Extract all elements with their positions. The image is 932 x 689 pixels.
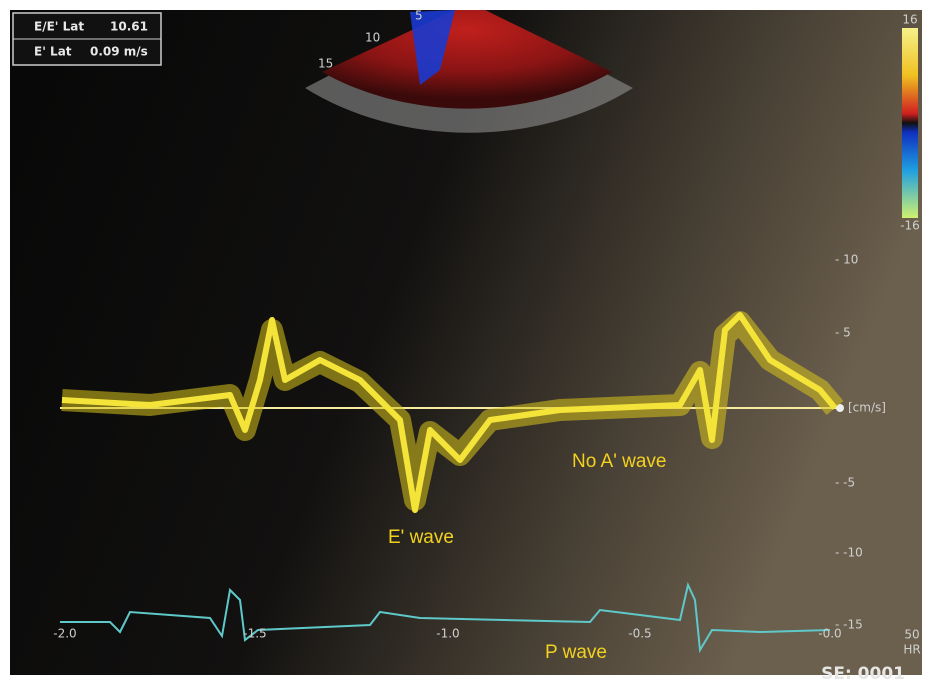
velocity-label: - -10 (835, 546, 863, 560)
time-label: -0.5 (628, 627, 651, 641)
ultrasound-screen: E/E' Lat 10.61 E' Lat 0.09 m/s 5 10 15 1… (0, 0, 932, 685)
measurement-value: 10.61 (110, 20, 148, 34)
measurement-label: E/E' Lat (34, 20, 84, 34)
velocity-label: - -5 (835, 476, 855, 490)
velocity-label: - 10 (835, 253, 858, 267)
measurement-label: E' Lat (34, 45, 72, 59)
depth-label: 10 (365, 31, 380, 45)
color-bar (902, 28, 918, 218)
color-scale-bottom: -16 (900, 219, 920, 233)
velocity-unit: [cm/s] (848, 401, 886, 415)
frame-label: SE: 0001 (821, 664, 905, 684)
time-label: -2.0 (53, 627, 76, 641)
time-label: -1.5 (243, 627, 266, 641)
measurement-value: 0.09 m/s (90, 45, 148, 59)
time-label: -1.0 (436, 627, 459, 641)
annotation: E' wave (388, 527, 454, 548)
heart-rate: 50 (904, 628, 919, 642)
annotation: No A' wave (572, 451, 666, 472)
velocity-label: - 5 (835, 326, 851, 340)
color-scale-top: 16 (902, 13, 917, 27)
depth-label: 15 (318, 57, 333, 71)
page: {"measurements": [{"label": "E/E' Lat", … (0, 0, 932, 685)
heart-rate-unit: HR (903, 643, 920, 657)
annotation: P wave (545, 642, 607, 663)
depth-label: 5 (415, 9, 423, 23)
time-label: -0.0 (818, 627, 841, 641)
